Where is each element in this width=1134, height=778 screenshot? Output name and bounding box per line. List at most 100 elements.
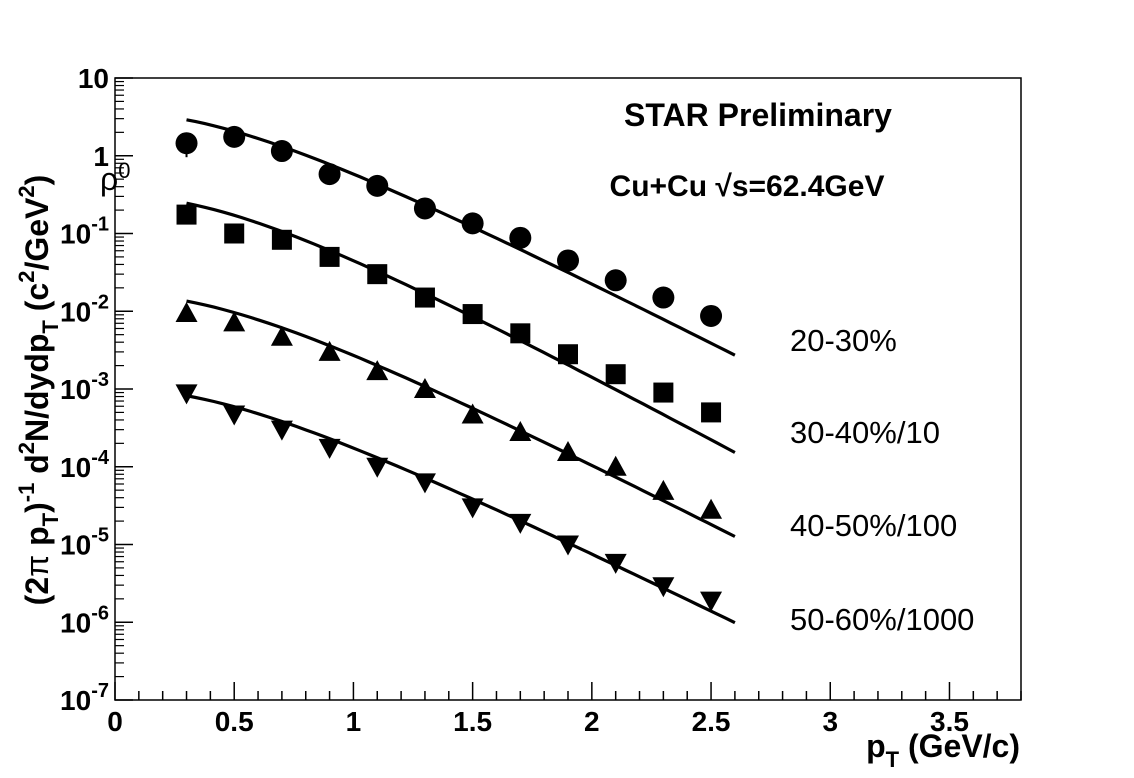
- data-point-series-4: [700, 591, 723, 612]
- fit-curve-3: [186, 299, 736, 538]
- data-point-series-4: [223, 405, 246, 426]
- y-tick-label: 10-3: [60, 369, 109, 405]
- fit-curve-2: [186, 201, 736, 454]
- data-point-series-2: [271, 229, 292, 250]
- data-point-series-4: [604, 553, 627, 574]
- y-tick-label: 10-4: [60, 447, 110, 483]
- y-tick-base: 10: [60, 685, 91, 716]
- y-tick-label: 10-1: [60, 214, 109, 250]
- y-axis-label: (2π pT)-1 d2N/dydpT (c2/GeV2): [14, 175, 63, 606]
- data-point-series-3: [557, 440, 579, 461]
- y-tick-base: 10: [60, 296, 91, 327]
- data-point-series-2: [605, 364, 626, 385]
- y-tick-exponent: -5: [91, 525, 109, 547]
- y-tick-label: 1: [93, 141, 109, 172]
- data-point-series-1: [175, 132, 198, 155]
- fit-curve-4: [186, 394, 736, 625]
- y-tick-exponent: -2: [91, 291, 109, 313]
- data-point-series-3: [413, 378, 436, 398]
- data-point-series-4: [366, 457, 389, 478]
- legend-entry-1: 20-30%: [790, 323, 897, 358]
- legend: 20-30% 30-40%/10 40-50%/100 50-60%/1000: [790, 323, 974, 637]
- data-point-series-1: [509, 226, 532, 249]
- y-axis-label-part: π: [19, 555, 55, 577]
- fit-curve-1: [186, 118, 736, 357]
- data-point-series-1: [366, 174, 389, 197]
- data-point-series-3: [700, 498, 723, 519]
- legend-entry-3: 40-50%/100: [790, 508, 957, 543]
- legend-entry-4: 50-60%/1000: [790, 602, 974, 637]
- particle-superscript: 0: [118, 158, 130, 183]
- y-tick-label: 10-5: [60, 525, 109, 561]
- data-point-series-1: [604, 269, 627, 292]
- y-tick-base: 10: [78, 63, 109, 94]
- y-axis-label-sub: T: [38, 320, 63, 334]
- data-point-series-1: [413, 197, 436, 220]
- data-point-series-1: [700, 304, 723, 327]
- y-axis-label-part: (c: [19, 283, 55, 320]
- x-tick-label: 3: [822, 706, 838, 737]
- data-point-series-3: [461, 403, 484, 424]
- y-tick-base: 10: [60, 374, 91, 405]
- y-axis-label-part: d: [19, 454, 55, 482]
- data-point-series-2: [224, 223, 245, 244]
- y-tick-base: 1: [93, 141, 109, 172]
- x-tick-label: 0: [107, 706, 123, 737]
- x-tick-label: 0.5: [215, 706, 254, 737]
- y-tick-base: 10: [60, 219, 91, 250]
- data-point-series-2: [414, 287, 435, 308]
- y-axis-label-part: (2: [19, 577, 55, 605]
- axis-ticks: [114, 77, 1022, 701]
- chart-subtitle: Cu+Cu √s=62.4GeV: [610, 170, 885, 203]
- data-point-series-3: [175, 301, 198, 322]
- data-point-series-3: [604, 455, 627, 476]
- x-axis-label-unit: (GeV/c): [899, 728, 1020, 764]
- x-axis-label: pT (GeV/c): [866, 728, 1020, 772]
- x-axis-label-main: p: [866, 728, 886, 764]
- y-tick-base: 10: [60, 607, 91, 638]
- data-point-series-4: [270, 420, 293, 441]
- data-point-series-1: [461, 212, 484, 235]
- data-point-series-1: [557, 249, 579, 272]
- tick-labels: 0 0.5 1 1.5 2 2.5 3 3.510-710-610-510-410-310-2…: [60, 63, 969, 737]
- data-point-series-2: [367, 264, 388, 285]
- data-point-series-1: [223, 125, 246, 148]
- y-tick-exponent: -4: [91, 447, 110, 469]
- y-tick-base: 10: [60, 452, 91, 483]
- chart-title: STAR Preliminary: [624, 97, 892, 133]
- particle-label: ρ0: [100, 158, 130, 197]
- y-tick-label: 10-7: [60, 680, 109, 716]
- y-tick-label: 10: [78, 63, 109, 94]
- y-axis-label-part: /GeV: [19, 197, 55, 271]
- y-axis-label-sup: 2: [14, 271, 39, 283]
- y-tick-exponent: -7: [91, 680, 109, 702]
- data-point-series-2: [653, 382, 674, 403]
- data-point-series-3: [652, 479, 675, 500]
- y-tick-label: 10-6: [60, 602, 109, 638]
- y-tick-exponent: -1: [91, 214, 109, 236]
- data-point-series-4: [652, 577, 675, 598]
- data-point-series-3: [223, 311, 246, 332]
- data-point-series-4: [175, 384, 198, 405]
- data-point-series-1: [318, 163, 341, 186]
- data-point-series-4: [509, 513, 532, 534]
- data-point-series-4: [461, 498, 484, 519]
- y-axis-label-part: ): [19, 502, 55, 513]
- y-tick-exponent: -3: [91, 369, 109, 391]
- y-axis-label-sup: 2: [14, 442, 39, 454]
- y-axis-label-part: N/dydp: [19, 334, 55, 442]
- x-tick-label: 2.5: [692, 706, 731, 737]
- x-axis-label-sub: T: [886, 747, 900, 772]
- y-axis-label-part: ): [19, 175, 55, 186]
- data-markers: [175, 125, 723, 612]
- y-tick-base: 10: [60, 530, 91, 561]
- data-point-series-3: [509, 420, 532, 441]
- y-axis-label-part: p: [19, 526, 55, 554]
- legend-entry-2: 30-40%/10: [790, 415, 940, 450]
- data-point-series-2: [319, 246, 340, 267]
- data-point-series-4: [557, 535, 579, 556]
- data-point-series-2: [701, 402, 722, 423]
- x-tick-label: 2: [584, 706, 600, 737]
- data-point-series-3: [270, 325, 293, 346]
